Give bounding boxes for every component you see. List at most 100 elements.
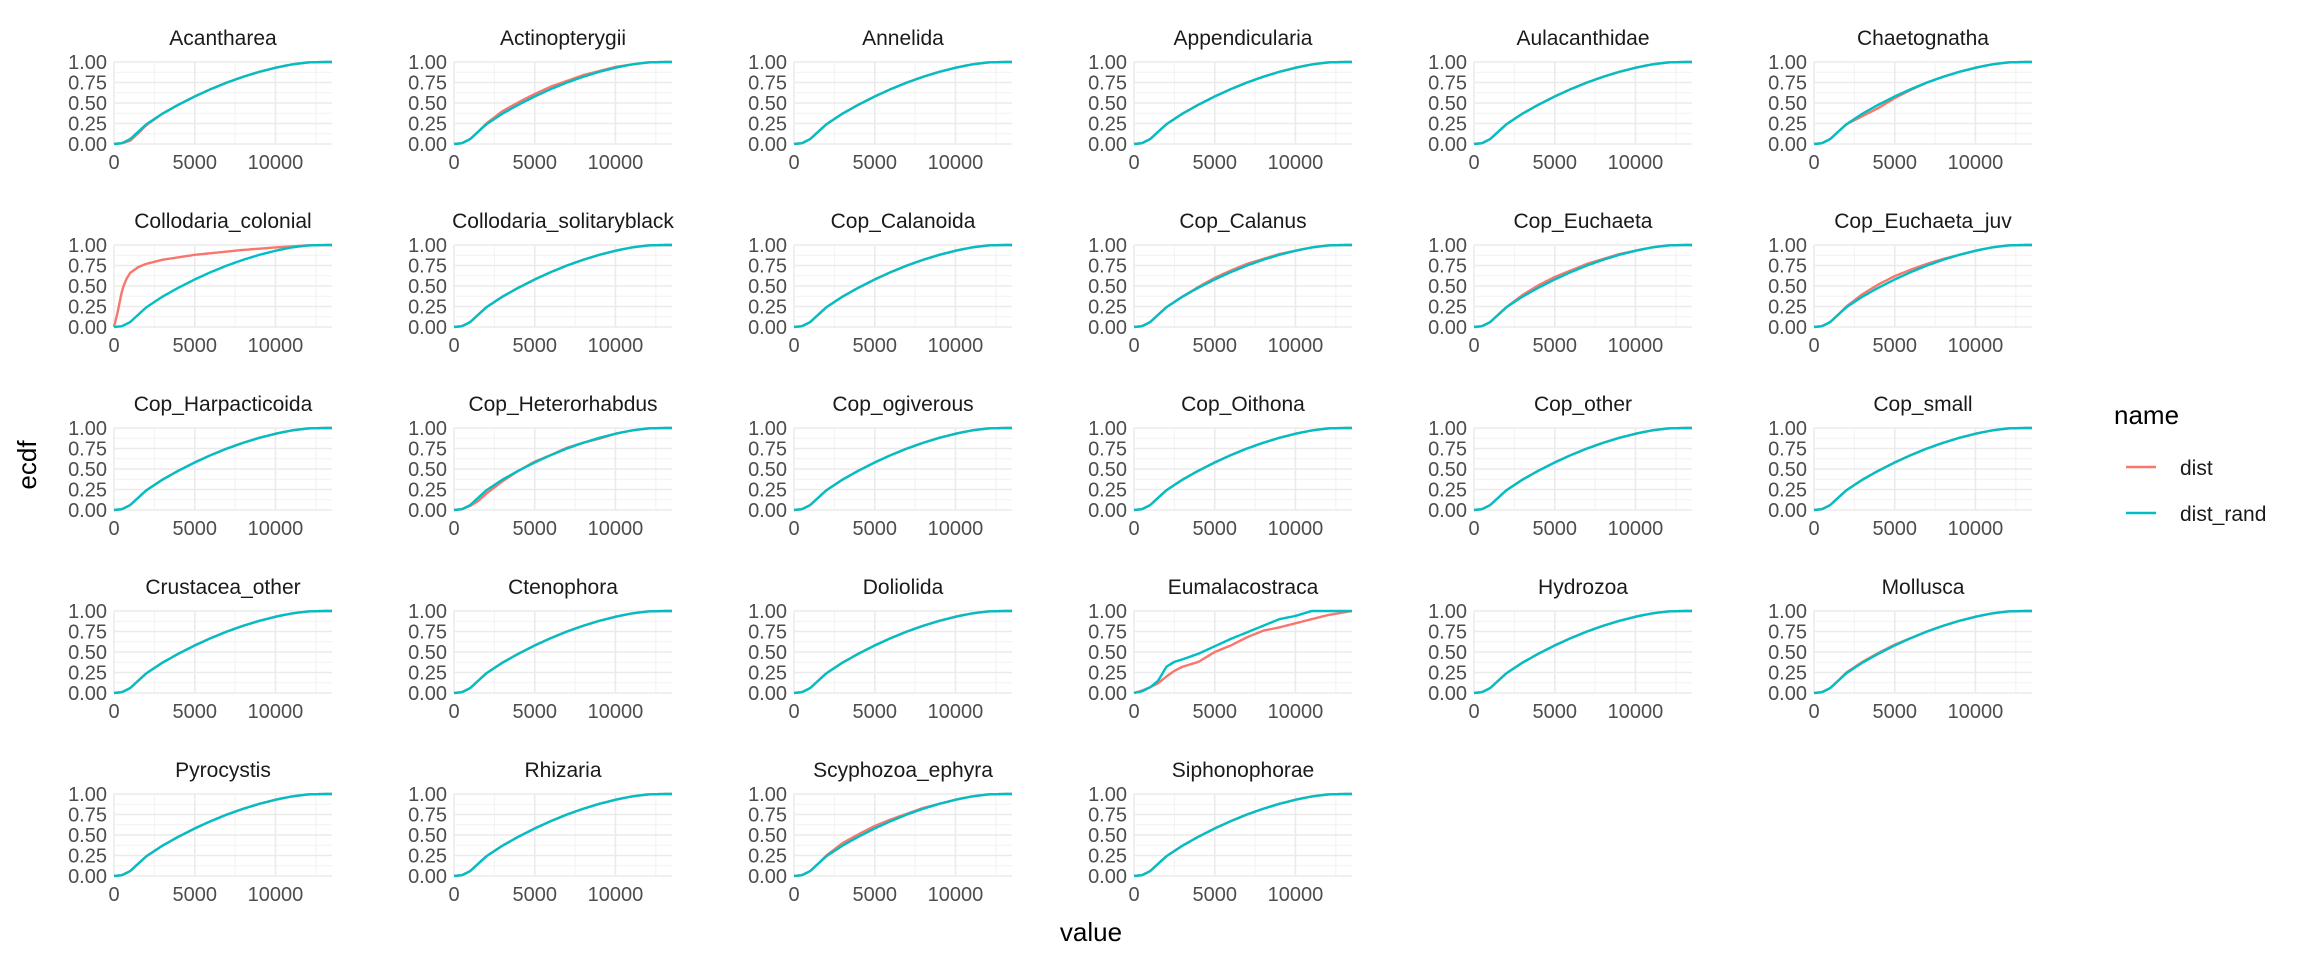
panel-cop-other: Cop_other 0.000.250.500.751.00 0 5000 10000 — [1428, 393, 1692, 540]
series-dist-rand-line — [453, 426, 672, 512]
panel-title: Doliolida — [863, 576, 944, 599]
x-tick-label: 5000 — [512, 335, 557, 357]
y-tick-label: 0.50 — [408, 459, 447, 481]
y-tick-label: 0.00 — [408, 134, 447, 156]
y-tick-label: 0.00 — [68, 683, 107, 705]
y-tick-label: 0.00 — [408, 866, 447, 888]
x-tick-label: 5000 — [512, 701, 557, 723]
panel-title: Cop_ogiverous — [832, 393, 973, 416]
y-tick-label: 0.25 — [68, 480, 107, 502]
panel-title: Actinopterygii — [500, 27, 626, 50]
x-tick-label: 5000 — [172, 152, 217, 174]
y-tick-label: 0.00 — [1428, 500, 1467, 522]
panel-annelida: Annelida 0.000.250.500.751.00 0 5000 10000 — [748, 27, 1012, 174]
x-tick-label: 10000 — [588, 335, 644, 357]
panel-cop-oithona: Cop_Oithona 0.000.250.500.751.00 0 5000 1000… — [1088, 393, 1352, 540]
panel-title: Hydrozoa — [1538, 576, 1628, 599]
x-tick-label: 0 — [1468, 701, 1479, 723]
y-tick-label: 0.25 — [1088, 297, 1127, 319]
y-tick-label: 0.00 — [748, 134, 787, 156]
y-tick-label: 0.00 — [1768, 500, 1807, 522]
series-dist-rand-line — [113, 792, 332, 878]
x-tick-label: 0 — [108, 701, 119, 723]
series-dist-rand-line — [453, 60, 672, 146]
y-tick-label: 1.00 — [68, 52, 107, 74]
x-tick-label: 5000 — [1192, 701, 1237, 723]
x-tick-label: 0 — [1128, 701, 1139, 723]
x-tick-label: 5000 — [1532, 518, 1577, 540]
panel-doliolida: Doliolida 0.000.250.500.751.00 0 5000 10000 — [748, 576, 1012, 723]
x-tick-label: 5000 — [512, 152, 557, 174]
y-tick-label: 1.00 — [68, 418, 107, 440]
y-tick-label: 1.00 — [1428, 418, 1467, 440]
series-dist-rand-line — [1473, 60, 1692, 146]
series-dist-rand-line — [453, 243, 672, 329]
panel-cop-calanoida: Cop_Calanoida 0.000.250.500.751.00 0 5000 10… — [748, 210, 1012, 357]
panel-title: Cop_Oithona — [1181, 393, 1305, 416]
y-tick-label: 0.50 — [408, 276, 447, 298]
x-tick-label: 5000 — [1872, 335, 1917, 357]
x-tick-label: 0 — [448, 701, 459, 723]
panel-title: Pyrocystis — [175, 759, 271, 782]
x-tick-label: 0 — [108, 335, 119, 357]
legend-label-dist: dist — [2180, 457, 2213, 480]
x-tick-label: 0 — [1128, 335, 1139, 357]
x-tick-label: 0 — [1468, 152, 1479, 174]
y-tick-label: 1.00 — [748, 52, 787, 74]
panel-title: Chaetognatha — [1857, 27, 1989, 50]
y-tick-label: 1.00 — [1428, 52, 1467, 74]
x-tick-label: 5000 — [1532, 335, 1577, 357]
y-tick-label: 0.50 — [748, 642, 787, 664]
y-tick-label: 0.25 — [1768, 114, 1807, 136]
series-dist-rand-line — [1133, 426, 1352, 512]
series-dist-rand-line — [1473, 609, 1692, 695]
panel-eumalacostraca: Eumalacostraca 0.000.250.500.751.00 0 5000 1… — [1088, 576, 1353, 723]
panel-aulacanthidae: Aulacanthidae 0.000.250.500.751.00 0 5000 10… — [1428, 27, 1692, 174]
y-tick-label: 0.75 — [1768, 439, 1807, 461]
panel-title: Cop_Harpacticoida — [134, 393, 313, 416]
x-tick-label: 0 — [1128, 518, 1139, 540]
panel-title: Cop_other — [1534, 393, 1632, 416]
y-tick-label: 0.75 — [1428, 439, 1467, 461]
y-tick-label: 1.00 — [68, 235, 107, 257]
x-tick-label: 0 — [108, 884, 119, 906]
y-tick-label: 0.75 — [1428, 73, 1467, 95]
panel-cop-ogiverous: Cop_ogiverous 0.000.250.500.751.00 0 5000 10… — [748, 393, 1012, 540]
panel-cop-heterorhabdus: Cop_Heterorhabdus 0.000.250.500.751.00 0 50… — [408, 393, 672, 540]
y-tick-label: 0.50 — [1088, 276, 1127, 298]
y-tick-label: 0.75 — [408, 439, 447, 461]
series-dist-rand-line — [113, 243, 332, 329]
y-tick-label: 1.00 — [1768, 235, 1807, 257]
panel-title: Eumalacostraca — [1168, 576, 1319, 599]
series-dist-rand-line — [1813, 243, 2032, 329]
y-tick-label: 0.25 — [1428, 480, 1467, 502]
x-tick-label: 5000 — [852, 701, 897, 723]
x-tick-label: 10000 — [1268, 152, 1324, 174]
y-tick-label: 0.50 — [748, 825, 787, 847]
x-tick-label: 10000 — [1608, 701, 1664, 723]
y-tick-label: 0.25 — [1428, 297, 1467, 319]
panel-title: Mollusca — [1882, 576, 1965, 599]
y-tick-label: 0.50 — [408, 642, 447, 664]
series-dist-rand-line — [793, 792, 1012, 878]
x-tick-label: 10000 — [588, 518, 644, 540]
y-tick-label: 0.25 — [408, 114, 447, 136]
y-tick-label: 0.00 — [68, 317, 107, 339]
y-tick-label: 0.50 — [68, 276, 107, 298]
y-tick-label: 0.50 — [748, 459, 787, 481]
x-tick-label: 10000 — [928, 335, 984, 357]
y-tick-label: 0.50 — [1428, 276, 1467, 298]
legend-label-dist-rand: dist_rand — [2180, 503, 2266, 526]
legend: name dist dist_rand — [2114, 400, 2266, 526]
y-tick-label: 0.00 — [408, 500, 447, 522]
y-tick-label: 1.00 — [68, 784, 107, 806]
x-tick-label: 0 — [1128, 152, 1139, 174]
series-dist-rand-line — [793, 243, 1012, 329]
series-dist-rand-line — [1473, 426, 1692, 512]
y-tick-label: 0.00 — [1768, 683, 1807, 705]
y-tick-label: 0.25 — [68, 846, 107, 868]
panel-title: Appendicularia — [1174, 27, 1313, 50]
y-tick-label: 0.00 — [1428, 683, 1467, 705]
y-tick-label: 0.75 — [748, 439, 787, 461]
